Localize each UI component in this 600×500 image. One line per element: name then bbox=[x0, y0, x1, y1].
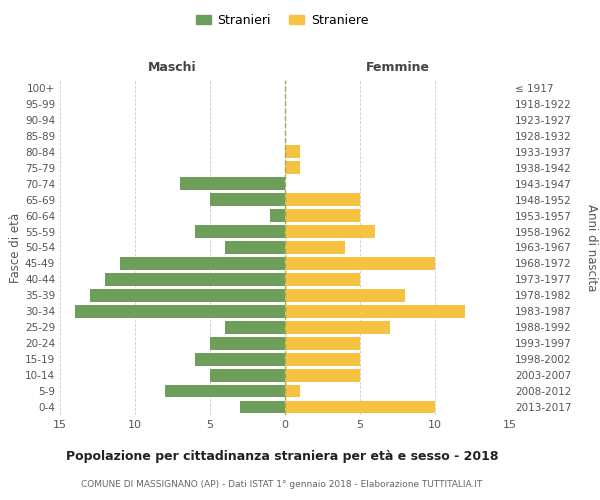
Bar bbox=[240, 400, 285, 413]
Bar bbox=[225, 241, 285, 254]
Bar bbox=[285, 162, 300, 174]
Bar bbox=[285, 305, 465, 318]
Y-axis label: Fasce di età: Fasce di età bbox=[9, 212, 22, 282]
Bar bbox=[285, 368, 360, 382]
Bar bbox=[210, 194, 285, 206]
Bar bbox=[195, 353, 285, 366]
Bar bbox=[210, 368, 285, 382]
Text: COMUNE DI MASSIGNANO (AP) - Dati ISTAT 1° gennaio 2018 - Elaborazione TUTTITALIA: COMUNE DI MASSIGNANO (AP) - Dati ISTAT 1… bbox=[82, 480, 482, 489]
Bar bbox=[285, 400, 435, 413]
Bar bbox=[285, 289, 405, 302]
Bar bbox=[285, 321, 390, 334]
Bar bbox=[285, 241, 345, 254]
Bar bbox=[105, 273, 285, 286]
Text: Femmine: Femmine bbox=[365, 62, 430, 74]
Bar bbox=[225, 321, 285, 334]
Y-axis label: Anni di nascita: Anni di nascita bbox=[586, 204, 599, 291]
Bar bbox=[120, 257, 285, 270]
Bar bbox=[210, 337, 285, 349]
Text: Popolazione per cittadinanza straniera per età e sesso - 2018: Popolazione per cittadinanza straniera p… bbox=[66, 450, 498, 463]
Bar bbox=[285, 353, 360, 366]
Bar bbox=[90, 289, 285, 302]
Bar bbox=[285, 225, 375, 238]
Bar bbox=[285, 146, 300, 158]
Bar bbox=[285, 273, 360, 286]
Legend: Stranieri, Straniere: Stranieri, Straniere bbox=[191, 8, 373, 32]
Bar bbox=[165, 384, 285, 398]
Bar bbox=[285, 209, 360, 222]
Text: Maschi: Maschi bbox=[148, 62, 197, 74]
Bar bbox=[285, 194, 360, 206]
Bar bbox=[285, 337, 360, 349]
Bar bbox=[285, 384, 300, 398]
Bar bbox=[285, 257, 435, 270]
Bar bbox=[195, 225, 285, 238]
Bar bbox=[180, 178, 285, 190]
Bar bbox=[270, 209, 285, 222]
Bar bbox=[75, 305, 285, 318]
